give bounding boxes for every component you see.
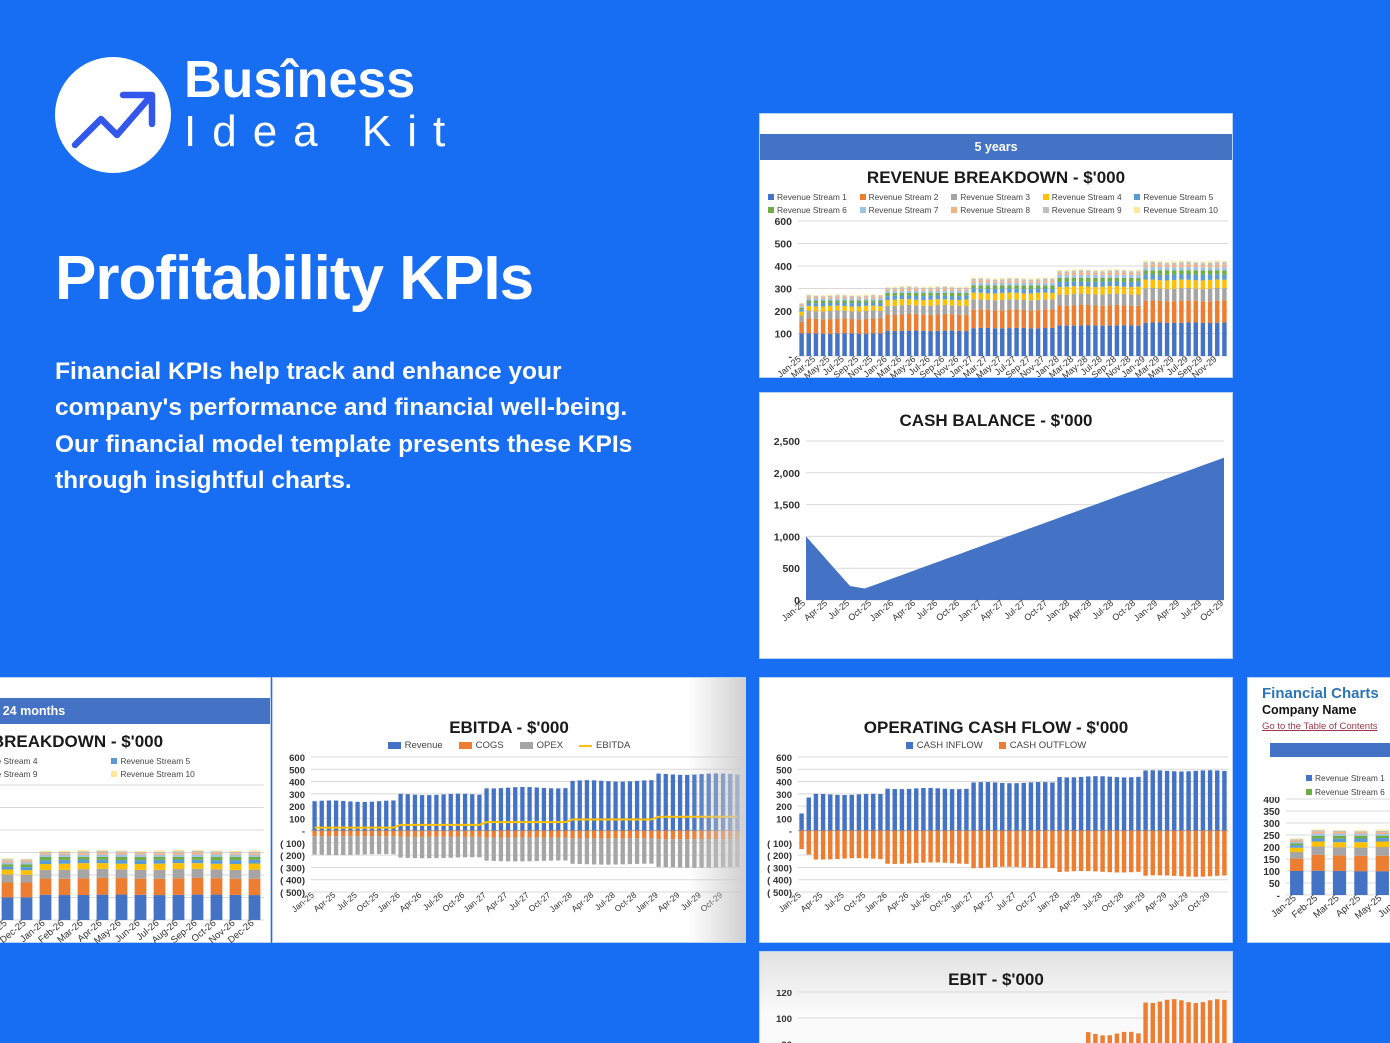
svg-text:Oct-29: Oct-29: [698, 890, 724, 914]
svg-text:200: 200: [776, 802, 792, 813]
svg-text:500: 500: [782, 563, 800, 575]
svg-text:( 100): ( 100): [280, 839, 305, 850]
svg-text:100: 100: [774, 329, 792, 341]
svg-text:Jan-27: Jan-27: [462, 890, 489, 915]
svg-text:Apr-28: Apr-28: [1066, 598, 1093, 623]
svg-text:Apr-26: Apr-26: [890, 598, 917, 623]
svg-text:Apr-27: Apr-27: [483, 890, 509, 914]
svg-text:200: 200: [1263, 843, 1280, 854]
svg-text:100: 100: [289, 814, 305, 825]
svg-text:-: -: [789, 827, 792, 838]
svg-text:200: 200: [774, 306, 792, 318]
svg-text:Apr-27: Apr-27: [978, 598, 1005, 623]
svg-text:Jan-28: Jan-28: [1044, 598, 1072, 623]
svg-text:Apr-26: Apr-26: [884, 890, 910, 914]
svg-text:( 100): ( 100): [767, 839, 792, 850]
svg-text:100: 100: [776, 814, 792, 825]
svg-text:( 200): ( 200): [767, 851, 792, 862]
svg-text:500: 500: [289, 765, 305, 776]
svg-text:Oct-26: Oct-26: [440, 890, 466, 914]
svg-text:100: 100: [1263, 867, 1280, 878]
svg-text:250: 250: [1263, 831, 1280, 842]
svg-text:Jan-29: Jan-29: [1121, 890, 1148, 915]
svg-text:Apr-29: Apr-29: [655, 890, 681, 914]
svg-text:400: 400: [776, 778, 792, 789]
svg-text:500: 500: [776, 765, 792, 776]
svg-text:Oct-25: Oct-25: [846, 598, 873, 623]
svg-text:400: 400: [1263, 797, 1280, 806]
svg-text:Oct-25: Oct-25: [841, 890, 867, 914]
svg-text:600: 600: [289, 753, 305, 764]
svg-text:Apr-25: Apr-25: [798, 890, 824, 914]
svg-text:300: 300: [774, 284, 792, 296]
svg-text:Jan-29: Jan-29: [634, 890, 661, 915]
svg-text:Oct-28: Oct-28: [612, 890, 638, 914]
svg-text:Jan-26: Jan-26: [863, 890, 890, 915]
svg-text:( 300): ( 300): [280, 863, 305, 874]
svg-text:Apr-28: Apr-28: [1056, 890, 1082, 914]
svg-text:150: 150: [1263, 855, 1280, 866]
svg-text:Oct-26: Oct-26: [927, 890, 953, 914]
svg-text:300: 300: [776, 790, 792, 801]
svg-text:( 400): ( 400): [280, 876, 305, 887]
svg-text:600: 600: [774, 216, 792, 228]
svg-text:300: 300: [289, 790, 305, 801]
svg-text:-: -: [1277, 891, 1280, 902]
svg-text:Jan-28: Jan-28: [1035, 890, 1062, 915]
svg-text:Jan-27: Jan-27: [949, 890, 976, 915]
svg-text:2,000: 2,000: [774, 468, 800, 480]
svg-text:Oct-27: Oct-27: [1013, 890, 1039, 914]
svg-text:( 400): ( 400): [767, 876, 792, 887]
svg-text:( 200): ( 200): [280, 851, 305, 862]
svg-text:Apr-29: Apr-29: [1142, 890, 1168, 914]
svg-text:Jan-29: Jan-29: [1132, 598, 1160, 623]
svg-text:2,500: 2,500: [774, 436, 800, 448]
svg-text:Oct-28: Oct-28: [1110, 598, 1137, 623]
svg-text:Oct-26: Oct-26: [934, 598, 961, 623]
svg-text:Oct-27: Oct-27: [526, 890, 552, 914]
svg-text:Apr-27: Apr-27: [970, 890, 996, 914]
svg-text:120: 120: [776, 990, 792, 999]
svg-text:1,500: 1,500: [774, 500, 800, 512]
svg-text:1,000: 1,000: [774, 531, 800, 543]
svg-text:( 300): ( 300): [767, 863, 792, 874]
svg-text:-: -: [302, 827, 305, 838]
svg-text:Jan-27: Jan-27: [956, 598, 984, 623]
svg-text:Apr-25: Apr-25: [311, 890, 337, 914]
svg-text:50: 50: [1269, 879, 1281, 890]
svg-text:200: 200: [289, 802, 305, 813]
svg-text:Oct-25: Oct-25: [354, 890, 380, 914]
svg-text:350: 350: [1263, 807, 1280, 818]
svg-text:Apr-29: Apr-29: [1154, 598, 1181, 623]
svg-text:500: 500: [774, 239, 792, 251]
svg-text:600: 600: [776, 753, 792, 764]
svg-text:Oct-29: Oct-29: [1198, 598, 1225, 623]
svg-text:100: 100: [776, 1014, 792, 1025]
svg-text:Jan-26: Jan-26: [868, 598, 896, 623]
svg-text:400: 400: [774, 261, 792, 273]
svg-text:Jan-26: Jan-26: [376, 890, 403, 915]
svg-text:Oct-29: Oct-29: [1185, 890, 1211, 914]
svg-text:Oct-27: Oct-27: [1022, 598, 1049, 623]
svg-text:Jan-28: Jan-28: [548, 890, 575, 915]
svg-text:400: 400: [289, 778, 305, 789]
svg-text:Apr-28: Apr-28: [569, 890, 595, 914]
svg-text:300: 300: [1263, 819, 1280, 830]
svg-text:Apr-26: Apr-26: [397, 890, 423, 914]
svg-text:Apr-25: Apr-25: [802, 598, 829, 623]
svg-text:Oct-28: Oct-28: [1099, 890, 1125, 914]
